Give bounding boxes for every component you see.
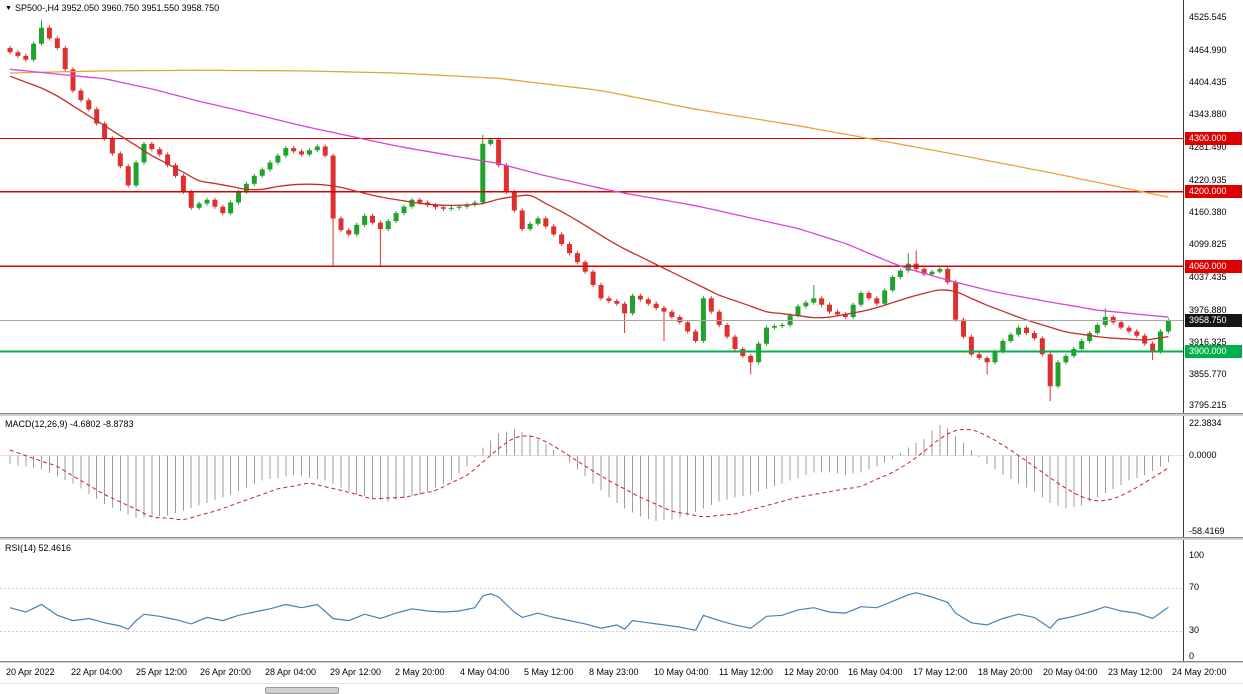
macd-canvas[interactable] — [0, 416, 1183, 537]
time-axis-label: 12 May 20:00 — [784, 667, 839, 677]
time-axis-label: 17 May 12:00 — [913, 667, 968, 677]
axis-tick-label: 100 — [1189, 550, 1205, 561]
rsi-canvas[interactable] — [0, 540, 1183, 661]
time-axis-label: 11 May 12:00 — [719, 667, 773, 677]
axis-tick-label: 4160.380 — [1189, 206, 1227, 217]
level-price-badge: 4060.000 — [1185, 259, 1242, 273]
axis-tick-label: 4281.490 — [1189, 142, 1227, 153]
horizontal-scrollbar-thumb[interactable] — [265, 687, 339, 694]
time-axis-label: 5 May 12:00 — [524, 667, 574, 677]
level-price-badge: 3900.000 — [1185, 345, 1242, 359]
time-axis-label: 25 Apr 12:00 — [136, 667, 188, 677]
time-axis-label: 23 May 12:00 — [1108, 667, 1163, 677]
candles — [7, 19, 1171, 402]
time-axis-label: 18 May 20:00 — [978, 667, 1033, 677]
chart-title-text: SP500-,H4 3952.050 3960.750 3951.550 395… — [14, 3, 220, 13]
time-axis[interactable]: 20 Apr 2022 22 Apr 04:00 25 Apr 12:00 26 Ap… — [0, 663, 1243, 683]
price-axis[interactable]: 4525.545 4464.990 4404.435 4343.880 4281.490… — [1183, 0, 1243, 663]
horizontal-level-lines — [0, 137, 1183, 353]
time-axis-label: 2 May 20:00 — [395, 667, 445, 677]
macd-histogram — [9, 425, 1169, 521]
time-axis-label: 26 Apr 20:00 — [200, 667, 252, 677]
axis-tick-label: 3795.215 — [1189, 400, 1227, 410]
panel-splitter[interactable] — [0, 537, 1243, 540]
axis-tick-label: 0.0000 — [1189, 449, 1217, 460]
axis-tick-label: 0 — [1189, 651, 1195, 661]
axis-tick-label: 4404.435 — [1189, 76, 1227, 87]
rsi-line — [9, 592, 1169, 631]
ma-slow — [9, 69, 1169, 198]
panel-splitter[interactable] — [0, 413, 1243, 416]
bid-price-badge: 3958.750 — [1185, 313, 1242, 327]
price-chart-canvas[interactable] — [0, 0, 1183, 413]
macd-signal-line — [9, 428, 1169, 521]
axis-tick-label: 4525.545 — [1189, 12, 1227, 23]
axis-tick-label: 30 — [1189, 625, 1200, 636]
rsi-panel[interactable]: RSI(14) 52.4616 — [0, 540, 1183, 661]
macd-panel[interactable]: MACD(12,26,9) -4.6802 -8.8783 — [0, 416, 1183, 537]
axis-tick-label: 3976.880 — [1189, 304, 1227, 315]
chart-marker-icon: ▼ — [5, 5, 12, 12]
axis-tick-label: 3916.325 — [1189, 336, 1227, 347]
axis-tick-label: 4220.935 — [1189, 174, 1227, 185]
panel-splitter[interactable] — [0, 661, 1243, 663]
moving-average-lines — [9, 68, 1169, 341]
time-axis-label: 8 May 23:00 — [589, 667, 639, 677]
rsi-label: RSI(14) 52.4616 — [5, 543, 72, 553]
time-axis-label: 20 May 04:00 — [1043, 667, 1098, 677]
axis-tick-label: 4099.825 — [1189, 239, 1227, 250]
time-axis-label: 4 May 04:00 — [460, 667, 510, 677]
ma-medium — [9, 68, 1169, 318]
axis-tick-label: 70 — [1189, 582, 1200, 593]
time-axis-label: 20 Apr 2022 — [6, 667, 55, 677]
time-axis-label: 24 May 20:00 — [1172, 667, 1227, 677]
macd-label: MACD(12,26,9) -4.6802 -8.8783 — [5, 419, 134, 429]
bottom-strip — [0, 683, 1243, 694]
axis-tick-label: 3855.770 — [1189, 369, 1227, 380]
level-price-badge: 4300.000 — [1185, 132, 1242, 145]
ma-fast — [9, 75, 1169, 341]
axis-tick-label: 4464.990 — [1189, 44, 1227, 55]
time-axis-label: 10 May 04:00 — [654, 667, 709, 677]
time-axis-label: 28 Apr 04:00 — [265, 667, 317, 677]
axis-tick-label: 4343.880 — [1189, 109, 1227, 120]
level-price-badge: 4200.000 — [1185, 185, 1242, 199]
time-axis-label: 22 Apr 04:00 — [71, 667, 123, 677]
time-axis-label: 16 May 04:00 — [848, 667, 903, 677]
time-axis-label: 29 Apr 12:00 — [330, 667, 382, 677]
axis-tick-label: -58.4169 — [1189, 526, 1225, 536]
axis-tick-label: 4037.435 — [1189, 272, 1227, 283]
chart-title: ▼ SP500-,H4 3952.050 3960.750 3951.550 39… — [5, 3, 219, 13]
axis-tick-label: 22.3834 — [1189, 418, 1222, 429]
price-chart-panel[interactable]: ▼ SP500-,H4 3952.050 3960.750 3951.550 39… — [0, 0, 1183, 413]
